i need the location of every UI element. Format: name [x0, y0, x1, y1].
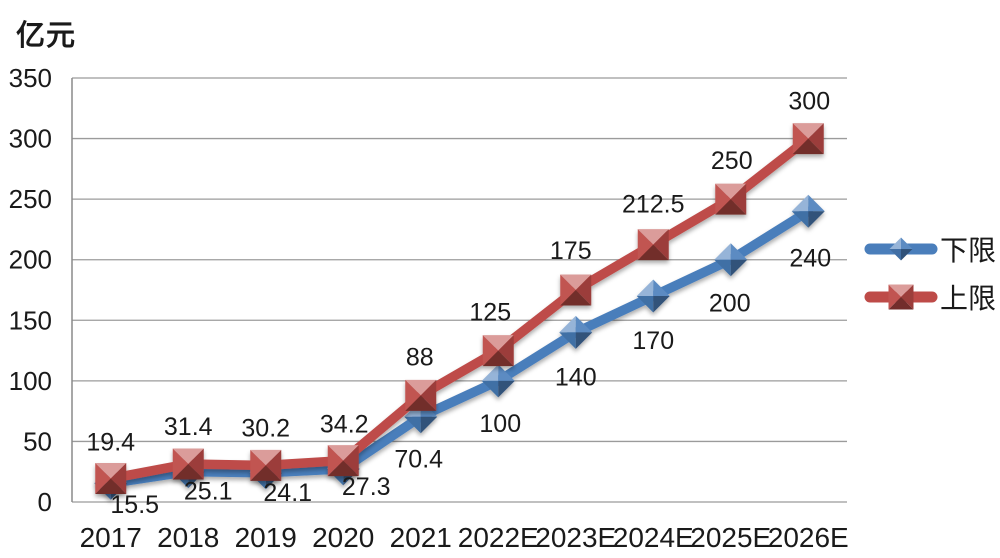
x-axis-tick-label: 2022E	[458, 522, 539, 553]
data-label: 25.1	[184, 478, 233, 506]
y-axis-tick-label: 200	[9, 245, 52, 275]
series-upper-bound	[95, 123, 824, 494]
legend-label-lower-bound: 下限	[940, 235, 997, 266]
data-label: 250	[711, 147, 753, 175]
y-axis-tick-label: 0	[38, 487, 52, 517]
y-axis-tick-label: 350	[9, 63, 52, 93]
y-axis-tick-label: 100	[9, 366, 52, 396]
data-point-marker-square	[637, 229, 669, 261]
legend-label-upper-bound: 上限	[940, 283, 997, 314]
x-axis-tick-label: 2021	[390, 522, 452, 553]
series-line	[106, 206, 813, 488]
series-line	[106, 133, 813, 484]
data-point-marker-square	[888, 284, 914, 310]
x-axis-tick-label: 2020	[312, 522, 374, 553]
data-label: 27.3	[342, 473, 391, 501]
data-label: 212.5	[622, 191, 685, 219]
data-point-marker-square	[172, 448, 204, 480]
data-point-marker-diamond	[714, 243, 748, 277]
data-label: 170	[632, 327, 674, 355]
data-point-marker-square	[715, 183, 747, 215]
data-label: 125	[469, 299, 511, 327]
data-point-marker-square	[792, 123, 824, 155]
x-axis-tick-label: 2017	[80, 522, 142, 553]
y-axis-tick-label: 250	[9, 184, 52, 214]
data-label: 200	[709, 290, 751, 318]
data-label: 30.2	[241, 414, 290, 442]
legend: 下限 上限	[864, 225, 996, 321]
data-label: 88	[406, 343, 434, 371]
x-axis-tick-label: 2026E	[768, 522, 849, 553]
y-axis-tick-label: 150	[9, 305, 52, 335]
legend-item-lower-bound: 下限	[864, 225, 996, 273]
data-point-marker-diamond	[481, 364, 515, 398]
data-label: 34.2	[320, 411, 369, 439]
y-axis-tick-label: 50	[23, 426, 52, 456]
data-label: 15.5	[110, 491, 159, 519]
x-axis-tick-label: 2019	[235, 522, 297, 553]
legend-item-upper-bound: 上限	[864, 273, 996, 321]
legend-upper-line-square-icon	[864, 284, 938, 310]
data-point-marker-square	[405, 379, 437, 411]
y-axis-unit-label: 亿元	[16, 20, 77, 52]
x-axis-tick-label: 2025E	[690, 522, 771, 553]
x-axis-tick-label: 2023E	[535, 522, 616, 553]
data-point-marker-square	[250, 449, 282, 481]
series-lower-bound	[94, 194, 825, 500]
data-label: 70.4	[394, 446, 443, 474]
data-label: 140	[555, 363, 597, 391]
x-axis-tick-label: 2024E	[613, 522, 694, 553]
data-point-marker-diamond	[889, 237, 913, 261]
data-point-marker-square	[560, 274, 592, 306]
data-label: 31.4	[164, 413, 213, 441]
data-point-marker-square	[95, 462, 127, 494]
x-axis-tick-label: 2018	[157, 522, 219, 553]
data-label: 19.4	[86, 428, 135, 456]
data-label: 240	[789, 244, 831, 272]
data-point-marker-diamond	[791, 194, 825, 228]
data-label: 175	[550, 237, 592, 265]
data-point-marker-square	[327, 445, 359, 477]
data-point-marker-diamond	[559, 315, 593, 349]
legend-lower-line-diamond-icon	[864, 237, 938, 261]
data-label: 24.1	[263, 479, 312, 507]
data-label: 300	[788, 88, 830, 116]
data-label: 100	[479, 410, 521, 438]
data-point-marker-square	[482, 335, 514, 367]
y-axis-tick-label: 300	[9, 124, 52, 154]
data-point-marker-diamond	[636, 279, 670, 313]
